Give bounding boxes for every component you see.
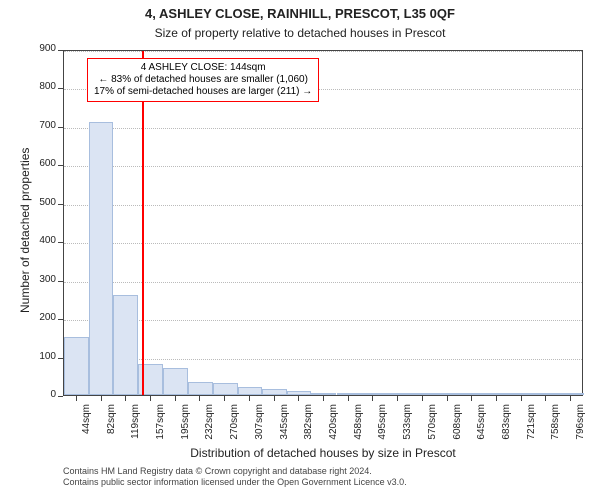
x-tick xyxy=(125,396,126,401)
histogram-bar xyxy=(510,393,535,395)
histogram-bar xyxy=(163,368,187,395)
histogram-bar xyxy=(386,393,411,395)
x-tick-label: 382sqm xyxy=(303,404,314,449)
x-tick xyxy=(372,396,373,401)
x-tick xyxy=(323,396,324,401)
x-tick-label: 570sqm xyxy=(427,404,438,449)
x-tick xyxy=(101,396,102,401)
histogram-bar xyxy=(435,393,460,395)
y-tick xyxy=(58,50,63,51)
x-tick xyxy=(348,396,349,401)
histogram-bar xyxy=(460,393,485,395)
x-tick-label: 82sqm xyxy=(106,404,117,449)
x-tick-label: 683sqm xyxy=(501,404,512,449)
histogram-bar xyxy=(238,387,262,395)
histogram-bar xyxy=(113,295,138,395)
x-tick xyxy=(76,396,77,401)
x-tick-label: 420sqm xyxy=(328,404,339,449)
x-tick-label: 758sqm xyxy=(550,404,561,449)
x-tick-label: 721sqm xyxy=(526,404,537,449)
x-tick xyxy=(150,396,151,401)
reference-line xyxy=(142,51,144,395)
y-tick xyxy=(58,358,63,359)
x-tick-label: 645sqm xyxy=(476,404,487,449)
x-tick-label: 796sqm xyxy=(575,404,586,449)
y-axis-label: Number of detached properties xyxy=(18,148,32,313)
y-tick-label: 700 xyxy=(18,120,56,131)
y-tick xyxy=(58,88,63,89)
y-tick xyxy=(58,165,63,166)
y-tick xyxy=(58,319,63,320)
annotation-line2: ← 83% of detached houses are smaller (1,… xyxy=(94,74,312,86)
y-tick-label: 0 xyxy=(18,389,56,400)
x-tick xyxy=(199,396,200,401)
x-tick xyxy=(471,396,472,401)
histogram-bar xyxy=(411,393,435,395)
footer-line1: Contains HM Land Registry data © Crown c… xyxy=(63,466,407,477)
x-tick-label: 232sqm xyxy=(204,404,215,449)
histogram-bar xyxy=(213,383,238,395)
x-tick-label: 458sqm xyxy=(353,404,364,449)
y-tick xyxy=(58,396,63,397)
x-tick xyxy=(496,396,497,401)
y-tick xyxy=(58,127,63,128)
x-tick-label: 119sqm xyxy=(130,404,141,449)
footer-line2: Contains public sector information licen… xyxy=(63,477,407,488)
annotation-line3: 17% of semi-detached houses are larger (… xyxy=(94,86,312,98)
x-tick-label: 345sqm xyxy=(279,404,290,449)
histogram-bar xyxy=(559,393,584,395)
x-tick xyxy=(298,396,299,401)
x-tick-label: 157sqm xyxy=(155,404,166,449)
x-tick-label: 44sqm xyxy=(81,404,92,449)
x-tick-label: 195sqm xyxy=(180,404,191,449)
y-tick-label: 800 xyxy=(18,81,56,92)
histogram-bar xyxy=(64,337,89,395)
y-tick-label: 900 xyxy=(18,43,56,54)
y-tick-label: 100 xyxy=(18,351,56,362)
x-tick-label: 533sqm xyxy=(402,404,413,449)
y-tick xyxy=(58,281,63,282)
subtitle: Size of property relative to detached ho… xyxy=(0,26,600,40)
x-tick-label: 495sqm xyxy=(377,404,388,449)
x-tick xyxy=(422,396,423,401)
x-tick-label: 270sqm xyxy=(229,404,240,449)
histogram-bar xyxy=(362,393,386,395)
x-tick xyxy=(545,396,546,401)
x-tick xyxy=(175,396,176,401)
histogram-bar xyxy=(485,393,509,395)
footer: Contains HM Land Registry data © Crown c… xyxy=(63,466,407,488)
histogram-bar xyxy=(89,122,113,395)
x-tick xyxy=(274,396,275,401)
annotation-line1: 4 ASHLEY CLOSE: 144sqm xyxy=(94,62,312,74)
x-axis-label: Distribution of detached houses by size … xyxy=(63,446,583,460)
y-tick xyxy=(58,204,63,205)
x-tick xyxy=(249,396,250,401)
histogram-bar xyxy=(287,391,311,395)
x-tick xyxy=(447,396,448,401)
histogram-bar xyxy=(535,393,559,395)
y-tick xyxy=(58,242,63,243)
x-tick-label: 608sqm xyxy=(452,404,463,449)
histogram-bar xyxy=(262,389,287,395)
x-tick xyxy=(570,396,571,401)
histogram-bar xyxy=(337,393,362,395)
x-tick xyxy=(521,396,522,401)
annotation-box: 4 ASHLEY CLOSE: 144sqm← 83% of detached … xyxy=(87,58,319,102)
page-title: 4, ASHLEY CLOSE, RAINHILL, PRESCOT, L35 … xyxy=(0,6,600,21)
y-tick-label: 200 xyxy=(18,312,56,323)
x-tick xyxy=(224,396,225,401)
histogram-bar xyxy=(188,382,213,395)
histogram-bar xyxy=(311,393,336,395)
x-tick xyxy=(397,396,398,401)
x-tick-label: 307sqm xyxy=(254,404,265,449)
